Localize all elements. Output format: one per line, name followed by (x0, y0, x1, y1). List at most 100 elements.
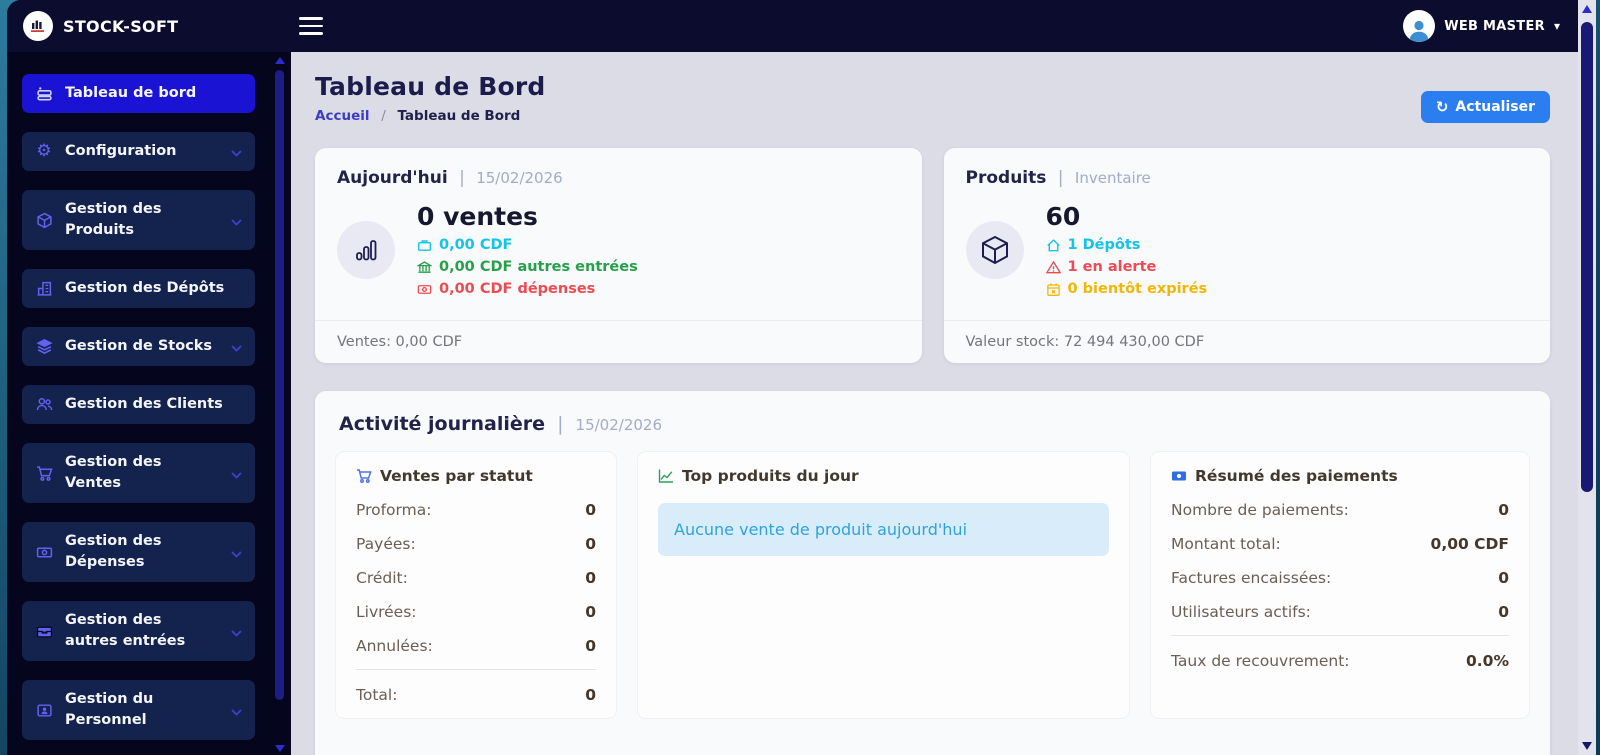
sales-by-status-card: Ventes par statut Proforma: 0 Payées: 0 … (335, 451, 617, 719)
scroll-down-icon[interactable] (275, 745, 285, 752)
sidebar-item-label: Gestion des Dépôts (65, 280, 225, 297)
sidebar-item-gestion-de-stocks[interactable]: Gestion de Stocks (22, 327, 255, 367)
cube-icon (35, 212, 53, 229)
user-name: WEB MASTER (1444, 18, 1545, 34)
calendar-x-icon (1046, 283, 1060, 296)
top-products-card: Top produits du jour Aucune vente de pro… (637, 451, 1130, 719)
sidebar-toggle-icon[interactable] (299, 17, 323, 35)
brand-name: STOCK-SOFT (63, 16, 179, 36)
scroll-up-icon[interactable] (275, 57, 285, 64)
briefcase-icon (417, 239, 432, 251)
page-scrollbar[interactable] (1578, 0, 1596, 755)
sidebar-item-gestion-des-clients[interactable]: Gestion des Clients (22, 385, 255, 425)
products-card-subtitle: Inventaire (1074, 169, 1151, 187)
sidebar-scrollbar[interactable] (269, 52, 291, 755)
refresh-button-label: Actualiser (1455, 99, 1535, 115)
top-navbar: STOCK-SOFT WEB MASTER ▾ (7, 0, 1578, 52)
products-alerts: 1 en alerte (1045, 259, 1208, 275)
today-card-footer: Ventes: 0,00 CDF (315, 320, 922, 363)
bar-chart-icon (337, 220, 395, 279)
banknote-icon (1172, 471, 1186, 481)
gear-icon: ⚙ (36, 141, 52, 162)
sidebar-item-gestion-des-depenses[interactable]: Gestion des Dépenses (22, 522, 255, 583)
sales-by-status-title: Ventes par statut (380, 467, 533, 485)
payments-summary-title: Résumé des paiements (1195, 467, 1398, 485)
scroll-down-icon[interactable] (1582, 742, 1592, 750)
app-logo-icon (23, 11, 53, 41)
bank-icon (417, 260, 432, 273)
today-other-income: 0,00 CDF autres entrées (417, 259, 638, 275)
sidebar: Tableau de bord ⚙ Configuration Gestion … (7, 52, 269, 755)
package-icon (965, 220, 1024, 279)
chevron-down-icon (231, 464, 242, 483)
money-icon (35, 544, 53, 561)
sidebar-item-label: Gestion de Stocks (65, 338, 213, 355)
user-avatar (1403, 10, 1436, 42)
chevron-down-icon (231, 622, 242, 641)
sidebar-item-label: Tableau de bord (65, 85, 197, 101)
products-expiring: 0 bientôt expirés (1046, 281, 1207, 297)
products-card-footer: Valeur stock: 72 494 430,00 CDF (943, 320, 1550, 363)
payments-row-count: Nombre de paiements: 0 (1171, 501, 1509, 519)
today-expenses: 0,00 CDF dépenses (417, 281, 638, 297)
status-row-annulees: Annulées: 0 (356, 637, 596, 655)
payments-row-total-amount: Montant total: 0,00 CDF (1171, 535, 1509, 553)
divider (1171, 635, 1509, 636)
user-menu[interactable]: WEB MASTER ▾ (1403, 10, 1578, 42)
status-row-total: Total: 0 (356, 686, 596, 704)
house-icon (1046, 238, 1060, 251)
sidebar-item-gestion-des-depots[interactable]: Gestion des Dépôts (22, 269, 255, 309)
refresh-icon: ↻ (1435, 97, 1449, 116)
products-card: Produits | Inventaire 60 (943, 148, 1550, 363)
chevron-down-icon (231, 337, 242, 356)
today-sales-count: 0 ventes (417, 202, 538, 231)
payments-row-recovery-rate: Taux de recouvrement: 0.0% (1171, 652, 1509, 670)
sidebar-item-gestion-des-autres-entrees[interactable]: Gestion des autres entrées (22, 601, 255, 662)
caret-down-icon: ▾ (1553, 19, 1560, 33)
sidebar-item-gestion-des-ventes[interactable]: Gestion des Ventes (22, 443, 255, 504)
building-icon (35, 280, 53, 297)
page-header: Tableau de Bord Accueil / Tableau de Bor… (291, 52, 1578, 140)
payments-row-active-users: Utilisateurs actifs: 0 (1171, 603, 1509, 621)
status-row-proforma: Proforma: 0 (356, 501, 596, 519)
sidebar-scrollbar-thumb[interactable] (275, 70, 284, 700)
sidebar-item-gestion-des-produits[interactable]: Gestion des Produits (22, 190, 255, 251)
sidebar-item-gestion-du-personnel[interactable]: Gestion du Personnel (22, 680, 255, 741)
users-icon (35, 396, 53, 413)
cash-icon (417, 284, 432, 294)
breadcrumb-current: Tableau de Bord (397, 108, 521, 124)
payments-summary-card: Résumé des paiements Nombre de paiements… (1150, 451, 1530, 719)
brand[interactable]: STOCK-SOFT (7, 11, 269, 41)
line-chart-icon (658, 469, 673, 483)
page-scrollbar-thumb[interactable] (1581, 22, 1593, 492)
sidebar-item-label: Configuration (65, 143, 177, 160)
activity-title: Activité journalière | 15/02/2026 (339, 413, 662, 435)
stat-cards-row: Aujourd'hui | 15/02/2026 (291, 140, 1578, 363)
scroll-up-icon[interactable] (1582, 5, 1592, 13)
sidebar-item-label: Gestion des Produits (65, 201, 162, 239)
today-card-title: Aujourd'hui | 15/02/2026 (337, 168, 563, 188)
main-content: Tableau de Bord Accueil / Tableau de Bor… (291, 52, 1578, 755)
sidebar-item-configuration[interactable]: ⚙ Configuration (22, 132, 255, 172)
dashboard-icon (35, 85, 53, 102)
payments-row-invoices: Factures encaissées: 0 (1171, 569, 1509, 587)
breadcrumb: Accueil / Tableau de Bord (315, 108, 546, 124)
breadcrumb-separator: / (381, 108, 386, 124)
app-window: STOCK-SOFT WEB MASTER ▾ (7, 0, 1596, 755)
daily-activity-card: Activité journalière | 15/02/2026 Ventes… (315, 391, 1550, 755)
sidebar-item-label: Gestion des Dépenses (65, 533, 162, 571)
products-card-title: Produits | Inventaire (965, 168, 1151, 188)
divider (356, 669, 596, 670)
inbox-icon (35, 623, 53, 640)
top-products-title: Top produits du jour (682, 467, 859, 485)
sidebar-item-tableau-de-bord[interactable]: Tableau de bord (22, 74, 255, 114)
id-card-icon (35, 702, 53, 719)
refresh-button[interactable]: ↻ Actualiser (1420, 91, 1550, 123)
status-row-credit: Crédit: 0 (356, 569, 596, 587)
page-title: Tableau de Bord (315, 72, 546, 101)
breadcrumb-home-link[interactable]: Accueil (315, 108, 370, 124)
sidebar-item-label: Gestion du Personnel (65, 691, 154, 729)
sidebar-item-label: Gestion des Ventes (65, 454, 162, 492)
chevron-down-icon (231, 543, 242, 562)
chevron-down-icon (231, 211, 242, 230)
